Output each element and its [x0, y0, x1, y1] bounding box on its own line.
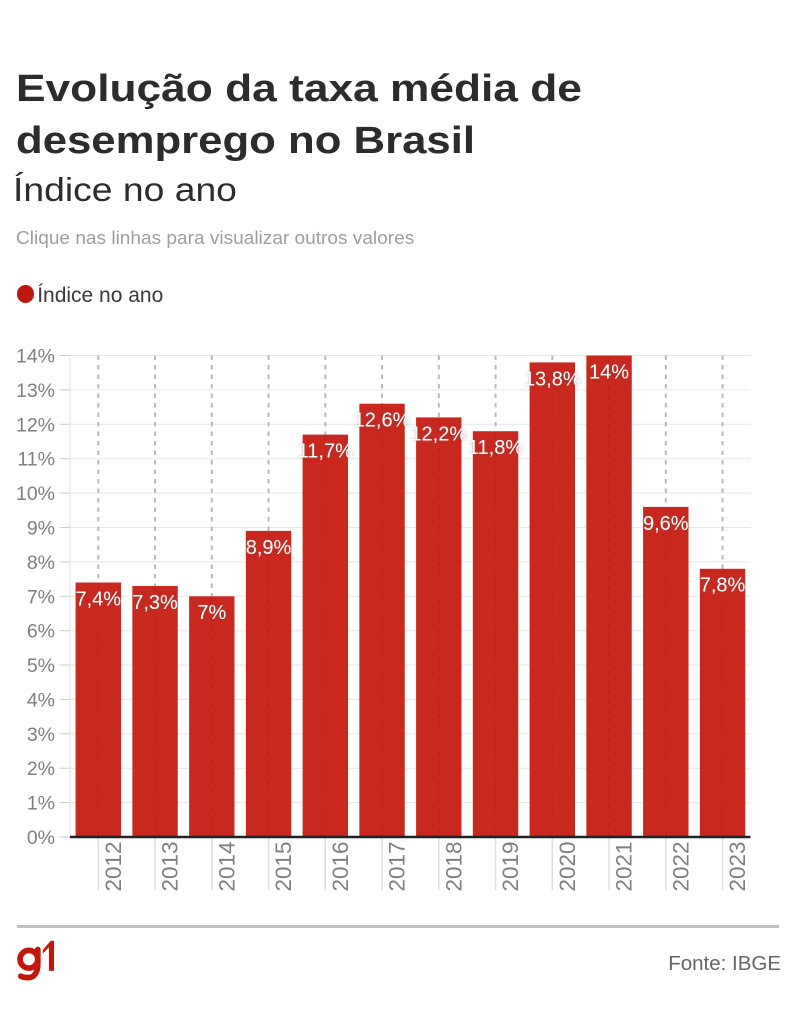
svg-text:3%: 3% [27, 724, 55, 746]
svg-text:0%: 0% [27, 827, 55, 849]
svg-text:12%: 12% [16, 414, 55, 436]
svg-text:2021: 2021 [612, 841, 637, 891]
svg-text:7%: 7% [27, 586, 55, 608]
svg-text:9,6%: 9,6% [643, 513, 689, 535]
svg-text:9%: 9% [27, 518, 55, 540]
svg-text:14%: 14% [589, 361, 629, 383]
svg-text:13,8%: 13,8% [524, 368, 581, 390]
svg-text:8,9%: 8,9% [246, 537, 292, 559]
svg-text:2022: 2022 [668, 841, 693, 891]
svg-text:5%: 5% [27, 655, 55, 677]
svg-text:2020: 2020 [555, 841, 580, 891]
svg-text:7,3%: 7,3% [132, 592, 178, 614]
svg-text:12,6%: 12,6% [354, 410, 411, 432]
svg-text:2015: 2015 [271, 841, 296, 891]
svg-text:10%: 10% [16, 483, 55, 505]
svg-text:7%: 7% [197, 602, 226, 624]
svg-text:1%: 1% [27, 793, 55, 815]
svg-text:2013: 2013 [158, 841, 183, 891]
svg-text:2012: 2012 [101, 841, 126, 891]
svg-text:2019: 2019 [498, 841, 523, 891]
svg-text:2014: 2014 [214, 841, 239, 891]
svg-text:11,7%: 11,7% [298, 441, 353, 463]
svg-text:4%: 4% [27, 689, 55, 711]
svg-text:6%: 6% [27, 621, 55, 643]
svg-text:7,4%: 7,4% [76, 588, 122, 610]
svg-text:12,2%: 12,2% [410, 423, 467, 445]
svg-text:11,8%: 11,8% [468, 437, 523, 459]
svg-text:2018: 2018 [441, 841, 466, 891]
svg-text:2017: 2017 [385, 841, 410, 891]
svg-text:7,8%: 7,8% [700, 575, 746, 597]
svg-text:13%: 13% [16, 380, 55, 402]
svg-text:2016: 2016 [328, 841, 353, 891]
svg-text:2023: 2023 [725, 841, 750, 891]
svg-text:2%: 2% [27, 758, 55, 780]
svg-text:8%: 8% [27, 552, 55, 574]
svg-text:14%: 14% [16, 346, 55, 368]
svg-text:11%: 11% [17, 449, 55, 471]
